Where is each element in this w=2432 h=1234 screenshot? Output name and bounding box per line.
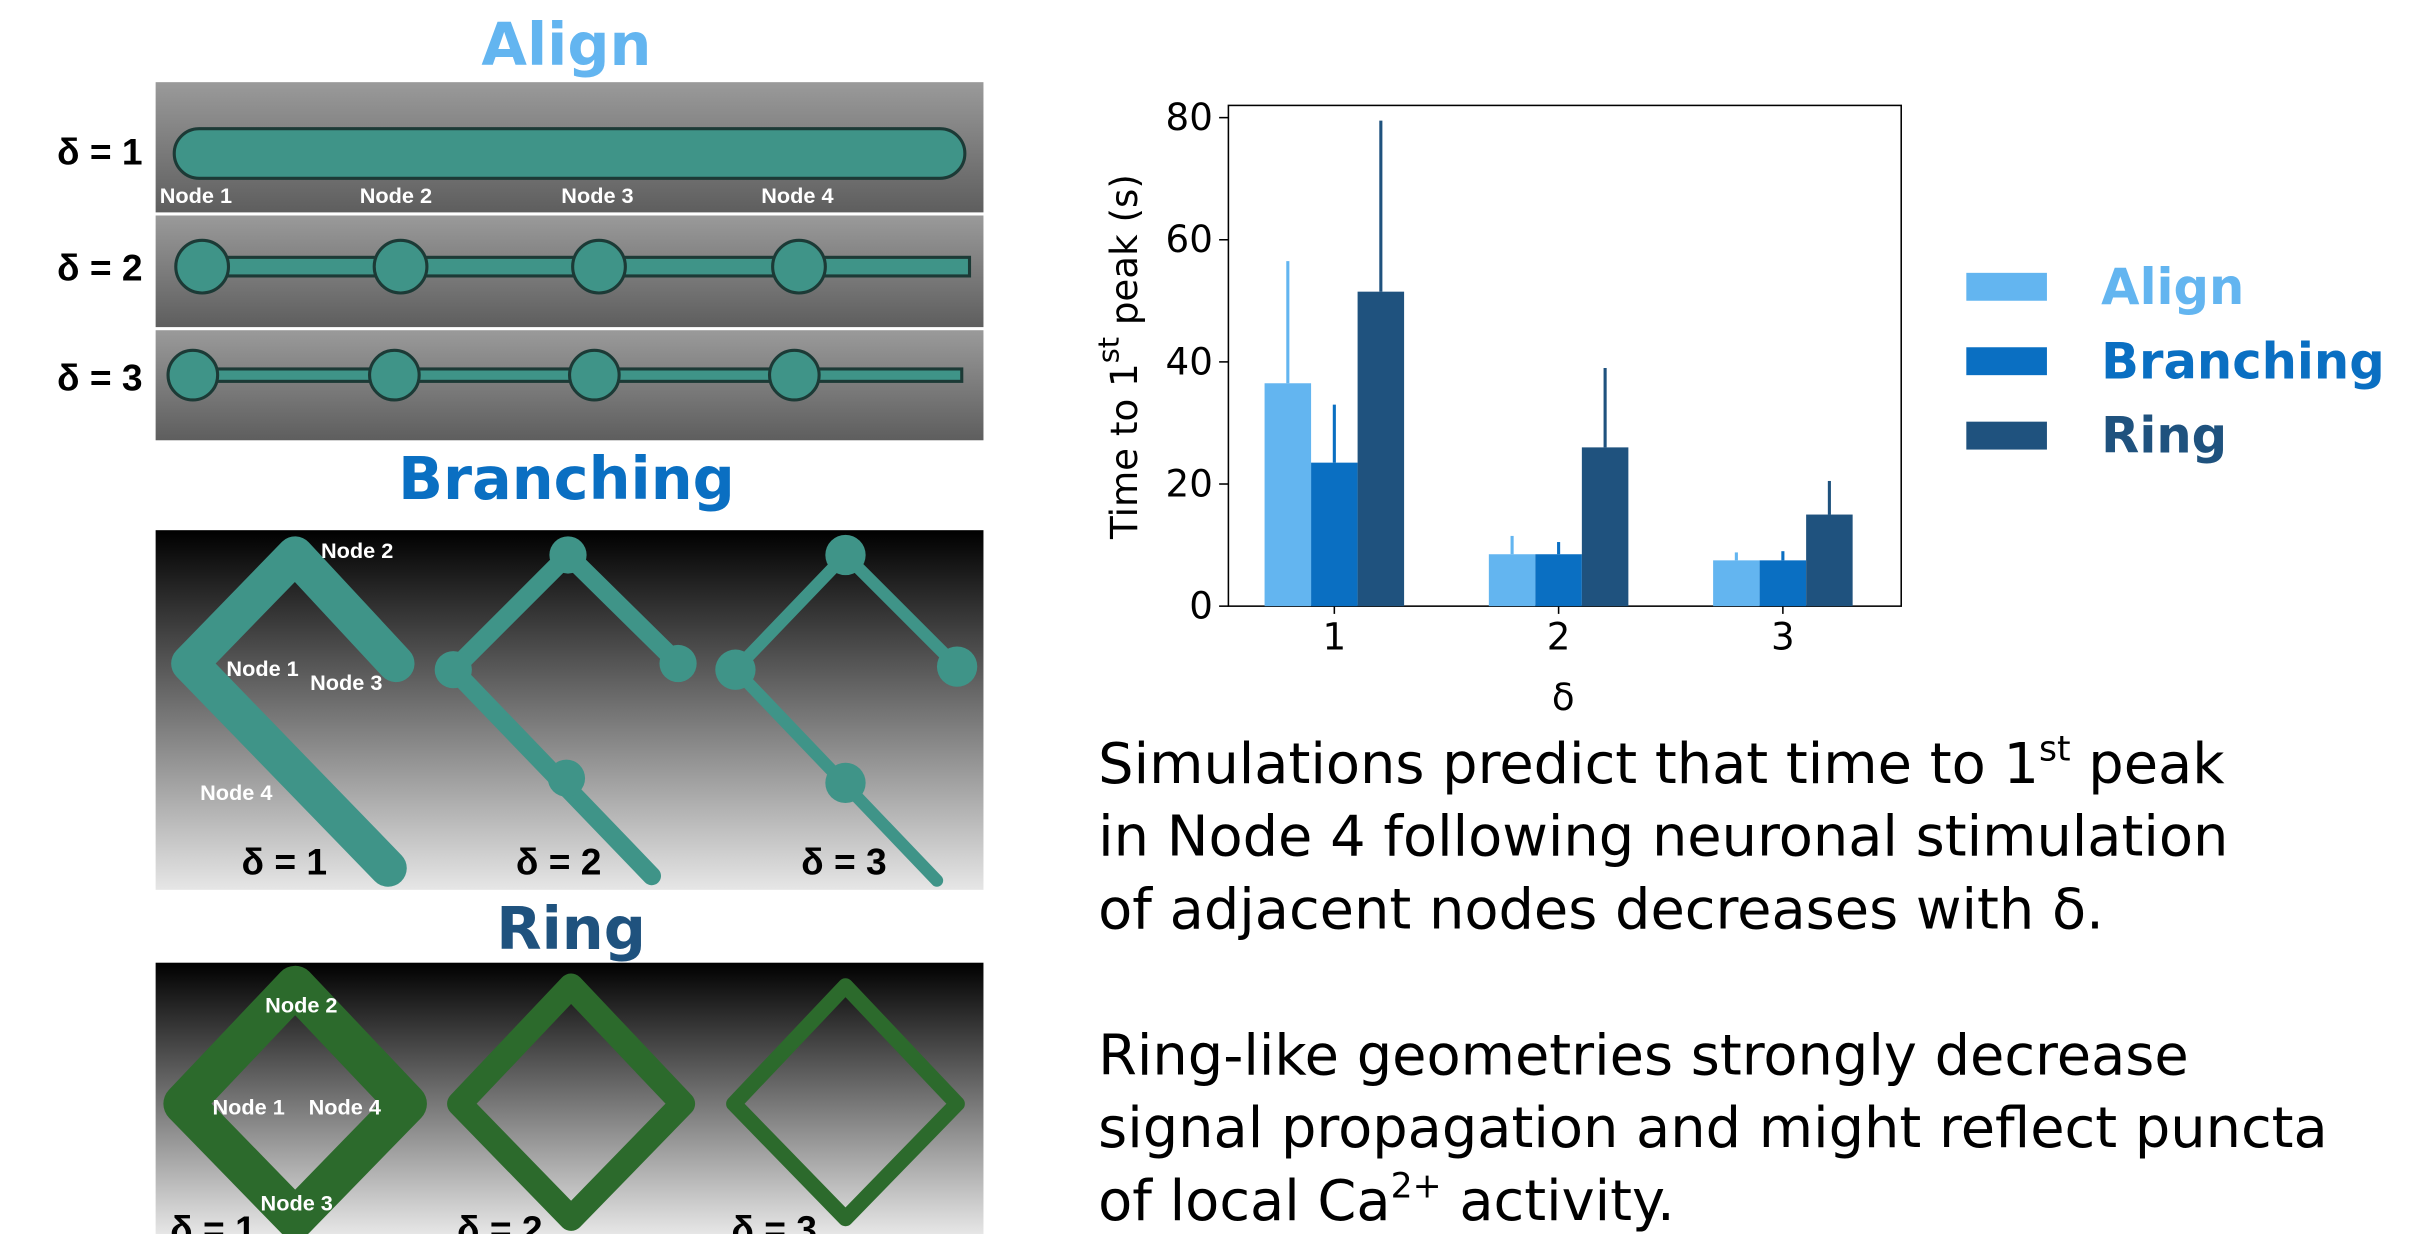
legend-label: Ring	[2101, 407, 2227, 465]
bar	[1535, 554, 1582, 606]
node-label: Node 3	[561, 183, 633, 208]
y-tick-label: 0	[1189, 584, 1213, 628]
superscript: 2+	[1391, 1167, 1442, 1207]
poster: Align δ = 1 δ = 2 δ = 3 Node 1 Node 2 No…	[0, 0, 2432, 1234]
bar	[1806, 515, 1853, 607]
row-label: δ = 2	[57, 247, 143, 289]
row-label: δ = 3	[57, 357, 143, 399]
text-run: of adjacent nodes decreases with δ.	[1098, 878, 2104, 943]
row-label: δ = 1	[57, 130, 143, 172]
text-run: in Node 4 following neuronal stimulation	[1098, 805, 2228, 870]
y-tick-label: 20	[1166, 461, 1213, 505]
node-label: Node 2	[265, 992, 337, 1017]
panel-title: Branching	[398, 444, 735, 513]
text-run: Time to 1	[1102, 363, 1146, 540]
node-label: Node 1	[160, 183, 232, 208]
bar	[1311, 463, 1358, 607]
text-run: of local Ca	[1098, 1169, 1390, 1234]
text-run: Ring-like geometries strongly decrease	[1098, 1023, 2189, 1088]
bar	[1265, 383, 1312, 606]
page: {"panels":{ "align":{"title":"Align","ro…	[0, 0, 2432, 1234]
text-run: Simulations predict that time to 1	[1098, 732, 2039, 797]
legend-swatch	[1966, 273, 2047, 301]
y-tick-label: 80	[1166, 95, 1213, 139]
y-tick-label: 40	[1166, 339, 1213, 383]
legend-swatch	[1966, 422, 2047, 450]
node-label: Node 2	[321, 538, 393, 563]
panel-title: Ring	[496, 894, 646, 963]
bar	[1760, 560, 1807, 606]
node-label: Node 3	[310, 670, 382, 695]
node-label: Node 2	[360, 183, 432, 208]
x-tick-label: 3	[1771, 615, 1795, 659]
node-label: Node 1	[212, 1095, 284, 1120]
paragraph-line: of local Ca2+ activity.	[1098, 1167, 1675, 1234]
node-label: Node 4	[761, 183, 833, 208]
superscript: st	[2039, 730, 2071, 770]
paragraph-line: Ring-like geometries strongly decrease	[1098, 1023, 2189, 1088]
delta-label: δ = 3	[801, 840, 887, 882]
node-label: Node 4	[200, 780, 272, 805]
delta-label: δ = 3	[731, 1208, 817, 1234]
legend-label: Align	[2101, 258, 2244, 316]
y-axis-label: Time to 1st peak (s)	[1091, 174, 1146, 540]
bar	[1713, 560, 1760, 606]
paragraph-line: Simulations predict that time to 1st pea…	[1098, 730, 2225, 797]
text-run: activity.	[1442, 1169, 1675, 1234]
legend-swatch	[1966, 347, 2047, 375]
node-label: Node 3	[261, 1191, 333, 1216]
node-label: Node 4	[309, 1095, 381, 1120]
node-label: Node 1	[226, 656, 298, 681]
delta-label: δ = 2	[457, 1208, 543, 1234]
y-tick-label: 60	[1166, 217, 1213, 261]
bar	[1489, 554, 1536, 606]
panel-title: Align	[481, 10, 651, 79]
text-run: signal propagation and might reflect pun…	[1098, 1096, 2328, 1161]
delta-label: δ = 1	[170, 1208, 256, 1234]
bar	[1358, 292, 1405, 606]
branching-image	[156, 530, 984, 890]
superscript: st	[1091, 337, 1125, 363]
x-axis-label: δ	[1552, 675, 1575, 719]
delta-label: δ = 2	[516, 840, 602, 882]
delta-label: δ = 1	[241, 840, 327, 882]
paragraph-line: signal propagation and might reflect pun…	[1098, 1096, 2328, 1161]
text-run: peak	[2071, 732, 2226, 797]
x-tick-label: 2	[1547, 615, 1571, 659]
paragraph-line: of adjacent nodes decreases with δ.	[1098, 878, 2104, 943]
x-tick-label: 1	[1322, 615, 1346, 659]
text-run: peak (s)	[1102, 174, 1146, 337]
paragraph-line: in Node 4 following neuronal stimulation	[1098, 805, 2228, 870]
align-image	[156, 82, 984, 440]
bar	[1582, 447, 1629, 606]
legend-label: Branching	[2101, 332, 2385, 390]
